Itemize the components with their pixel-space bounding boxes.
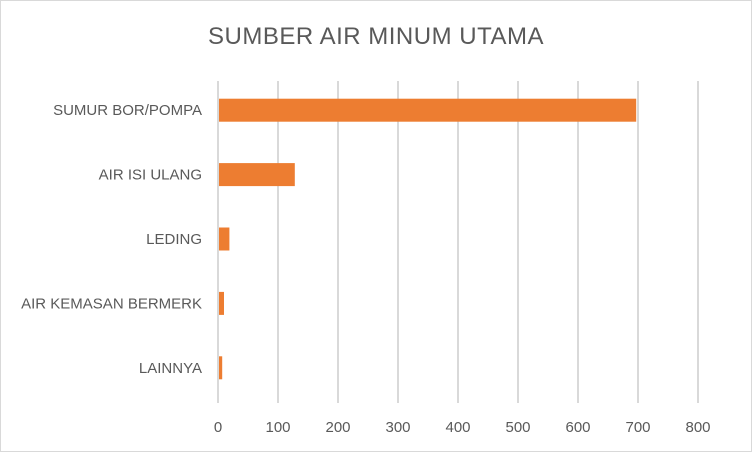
category-label: LAINNYA <box>139 360 202 377</box>
x-tick-label: 700 <box>625 419 650 436</box>
category-label: SUMUR BOR/POMPA <box>53 102 202 119</box>
bar <box>219 291 224 315</box>
x-tick-label: 500 <box>505 419 530 436</box>
category-label: AIR ISI ULANG <box>99 167 202 184</box>
bar <box>219 163 295 187</box>
x-tick-label: 200 <box>325 419 350 436</box>
bar <box>219 356 223 380</box>
x-tick-label: 0 <box>214 419 222 436</box>
category-label: LEDING <box>146 231 202 248</box>
bar <box>219 98 637 122</box>
bar <box>219 227 230 251</box>
x-tick-label: 600 <box>565 419 590 436</box>
chart-title: SUMBER AIR MINUM UTAMA <box>208 23 544 50</box>
x-tick-label: 300 <box>385 419 410 436</box>
category-label: AIR KEMASAN BERMERK <box>21 295 202 312</box>
x-tick-label: 400 <box>445 419 470 436</box>
x-tick-label: 800 <box>685 419 710 436</box>
x-tick-label: 100 <box>265 419 290 436</box>
